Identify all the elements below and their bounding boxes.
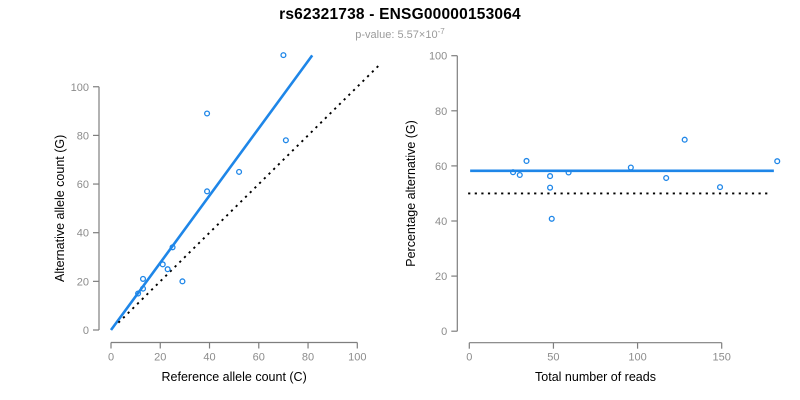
- data-point: [774, 158, 781, 165]
- y-tick-label: 20: [435, 271, 447, 283]
- y-axis-title: Percentage alternative (G): [404, 120, 418, 267]
- y-tick-label: 60: [435, 161, 447, 173]
- data-point: [169, 244, 176, 251]
- data-point: [523, 157, 530, 164]
- data-point: [681, 136, 688, 143]
- data-point: [510, 169, 517, 176]
- x-tick-label: 0: [108, 352, 114, 364]
- y-tick-label: 40: [77, 228, 89, 240]
- data-point: [282, 137, 289, 144]
- data-point: [547, 173, 554, 180]
- regression-line: [109, 54, 314, 331]
- x-tick-label: 60: [253, 352, 265, 364]
- data-point: [716, 184, 724, 191]
- y-tick-label: 20: [77, 276, 89, 288]
- data-point: [280, 52, 287, 59]
- data-point: [135, 290, 142, 297]
- data-point: [139, 275, 147, 282]
- data-point: [547, 184, 554, 191]
- x-tick-label: 100: [628, 352, 646, 364]
- y-tick-label: 60: [77, 179, 89, 191]
- x-tick-label: 100: [348, 352, 366, 364]
- data-point: [627, 164, 634, 171]
- x-axis-title: Total number of reads: [535, 370, 656, 384]
- x-tick-label: 150: [713, 352, 731, 364]
- data-point: [179, 278, 186, 285]
- y-tick-label: 0: [441, 326, 447, 338]
- x-tick-label: 20: [154, 352, 166, 364]
- y-tick-label: 40: [435, 216, 447, 228]
- data-point: [164, 266, 171, 273]
- y-tick-label: 100: [429, 51, 447, 63]
- data-point: [204, 110, 211, 117]
- y-tick-label: 0: [83, 325, 89, 337]
- data-point: [159, 261, 166, 268]
- data-point: [516, 171, 523, 179]
- x-axis-title: Reference allele count (C): [162, 370, 307, 384]
- identity-line: [117, 65, 379, 324]
- data-point: [204, 188, 211, 195]
- x-tick-label: 50: [547, 352, 559, 364]
- data-point: [236, 168, 243, 175]
- data-point: [663, 174, 670, 182]
- data-point: [565, 169, 572, 176]
- y-tick-label: 80: [77, 130, 89, 142]
- x-tick-label: 80: [302, 352, 314, 364]
- y-axis-title: Alternative allele count (G): [53, 135, 67, 282]
- data-point: [548, 215, 555, 222]
- y-tick-label: 80: [435, 106, 447, 118]
- x-tick-label: 0: [466, 352, 472, 364]
- data-point: [139, 285, 147, 292]
- y-tick-label: 100: [71, 82, 89, 94]
- x-tick-label: 40: [203, 352, 215, 364]
